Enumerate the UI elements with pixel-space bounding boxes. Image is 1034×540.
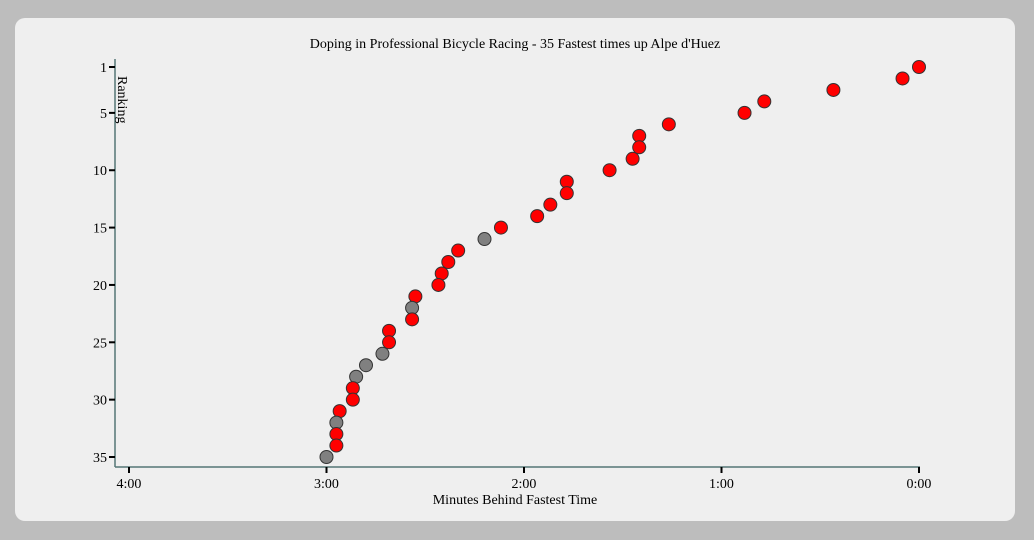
chart-card: Doping in Professional Bicycle Racing - …	[15, 18, 1015, 521]
data-point	[405, 312, 420, 327]
y-tick-label: 25	[93, 336, 107, 351]
data-point	[359, 358, 373, 373]
y-tick-label: 15	[93, 222, 107, 237]
data-point	[434, 266, 449, 281]
data-point	[431, 277, 446, 292]
data-point	[530, 209, 545, 224]
x-tick-label: 4:00	[117, 477, 142, 492]
data-point	[543, 197, 558, 212]
data-point	[737, 105, 752, 120]
y-tick-label: 1	[100, 61, 107, 76]
x-tick-label: 2:00	[512, 477, 537, 492]
y-tick-label: 20	[93, 279, 107, 294]
data-point	[757, 94, 772, 109]
data-point	[329, 438, 344, 453]
scatter-chart: Doping in Professional Bicycle Racing - …	[93, 37, 932, 508]
y-axis-title: Ranking	[114, 76, 129, 123]
data-point	[408, 289, 423, 304]
chart-title: Doping in Professional Bicycle Racing - …	[310, 37, 720, 52]
x-axis: 4:00 3:00 2:00 1:00 0:00	[115, 466, 932, 492]
x-tick-label: 1:00	[709, 477, 734, 492]
data-point	[632, 140, 647, 155]
data-point	[451, 243, 466, 258]
data-point	[602, 163, 617, 178]
y-tick-label: 30	[93, 394, 107, 409]
data-point	[319, 450, 334, 464]
data-point	[441, 255, 456, 269]
y-tick-label: 5	[100, 107, 107, 122]
data-point	[661, 117, 676, 132]
data-points	[319, 60, 926, 464]
data-point	[625, 151, 640, 166]
data-point	[332, 404, 347, 419]
x-tick-label: 3:00	[314, 477, 339, 492]
y-tick-label: 10	[93, 164, 107, 179]
data-point	[559, 186, 574, 201]
y-tick-label: 35	[93, 451, 107, 466]
data-point	[895, 71, 910, 86]
x-tick-label: 0:00	[907, 477, 932, 492]
x-axis-title: Minutes Behind Fastest Time	[433, 493, 598, 508]
data-point	[477, 232, 492, 247]
data-point	[349, 369, 364, 384]
data-point	[493, 220, 508, 235]
data-point	[912, 60, 926, 74]
data-point	[826, 82, 841, 97]
data-point	[375, 346, 390, 361]
data-point	[382, 335, 397, 350]
data-point	[345, 392, 360, 407]
